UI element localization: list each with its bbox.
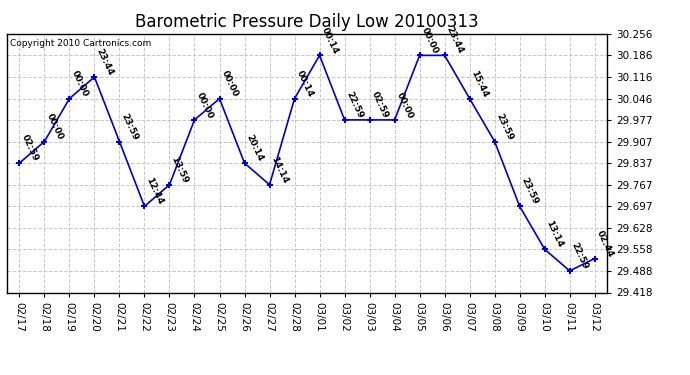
Text: 02:59: 02:59 — [370, 90, 390, 120]
Text: 22:59: 22:59 — [344, 90, 365, 120]
Text: Copyright 2010 Cartronics.com: Copyright 2010 Cartronics.com — [10, 39, 151, 48]
Text: 23:59: 23:59 — [119, 112, 140, 141]
Text: 23:44: 23:44 — [95, 47, 115, 77]
Text: 02:59: 02:59 — [19, 134, 39, 163]
Text: 15:44: 15:44 — [470, 69, 490, 99]
Title: Barometric Pressure Daily Low 20100313: Barometric Pressure Daily Low 20100313 — [135, 13, 479, 31]
Text: 00:00: 00:00 — [44, 112, 64, 141]
Text: 13:59: 13:59 — [170, 155, 190, 185]
Text: 23:59: 23:59 — [520, 177, 540, 206]
Text: 20:14: 20:14 — [244, 134, 265, 163]
Text: 00:00: 00:00 — [420, 26, 440, 56]
Text: 00:14: 00:14 — [295, 69, 315, 99]
Text: 00:14: 00:14 — [319, 26, 339, 56]
Text: 00:00: 00:00 — [395, 91, 415, 120]
Text: 23:44: 23:44 — [444, 26, 465, 56]
Text: 00:00: 00:00 — [195, 91, 215, 120]
Text: 12:44: 12:44 — [144, 176, 165, 206]
Text: 14:14: 14:14 — [270, 155, 290, 185]
Text: 13:14: 13:14 — [544, 219, 565, 249]
Text: 22:59: 22:59 — [570, 241, 590, 271]
Text: 00:00: 00:00 — [70, 69, 90, 99]
Text: 02:44: 02:44 — [595, 229, 615, 258]
Text: 23:59: 23:59 — [495, 112, 515, 141]
Text: 00:00: 00:00 — [219, 69, 239, 99]
